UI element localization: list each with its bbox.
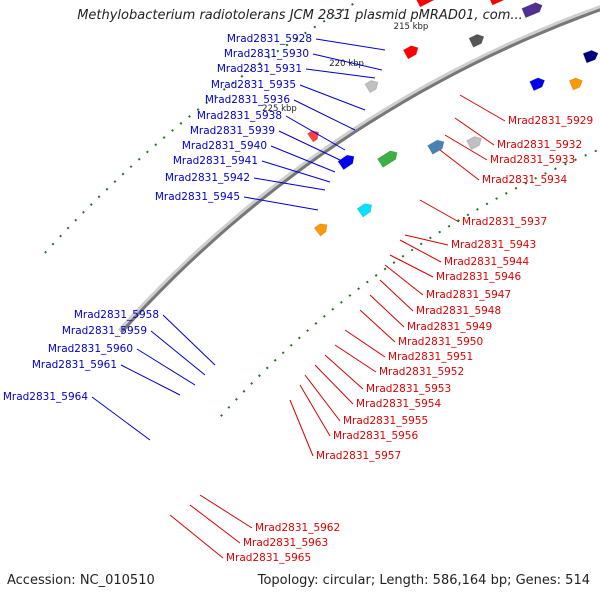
gene-label-forward[interactable]: Mrad2831_5938 [197, 110, 282, 122]
gene-label-forward[interactable]: Mrad2831_5931 [217, 63, 302, 75]
gene-label-reverse[interactable]: Mrad2831_5937 [462, 216, 547, 228]
leader-line [454, 117, 495, 146]
gene-label-reverse[interactable]: Mrad2831_5953 [366, 383, 451, 395]
gene-label-forward[interactable]: Mrad2831_5928 [227, 33, 312, 45]
gene-label-forward[interactable]: Mrad2831_5945 [155, 191, 240, 203]
leader-line [91, 396, 151, 441]
gene-arrow [521, 2, 543, 19]
leader-line [379, 279, 414, 312]
leader-line [444, 134, 488, 161]
gene-arrow [468, 33, 485, 48]
accession-text: Accession: NC_010510 [7, 573, 155, 588]
gene-label-reverse[interactable]: Mrad2831_5962 [255, 522, 340, 534]
gene-label-forward[interactable]: Mrad2831_5941 [173, 155, 258, 167]
gene-label-reverse[interactable]: Mrad2831_5952 [379, 366, 464, 378]
gene-arrow [402, 45, 419, 60]
gene-arrow [414, 0, 439, 8]
leader-line [261, 160, 331, 183]
leader-line [299, 384, 331, 437]
tick-label: 215 kbp [394, 22, 429, 32]
gene-label-reverse[interactable]: Mrad2831_5929 [508, 115, 593, 127]
leader-line [243, 196, 319, 211]
map-title: Methylobacterium radiotolerans JCM 2831 … [77, 8, 523, 23]
leader-line [270, 145, 336, 173]
gene-label-forward[interactable]: Mrad2831_5964 [3, 391, 88, 403]
gene-arrow [356, 203, 373, 218]
leader-line [120, 364, 181, 396]
leader-line [136, 348, 196, 386]
gene-label-forward[interactable]: Mrad2831_5959 [62, 325, 147, 337]
gene-label-forward[interactable]: Mrad2831_5935 [211, 79, 296, 91]
gene-label-reverse[interactable]: Mrad2831_5948 [416, 305, 501, 317]
tick-label: 220 kbp [329, 59, 364, 69]
leader-line [399, 239, 442, 263]
leader-line [289, 399, 314, 457]
gene-label-reverse[interactable]: Mrad2831_5950 [398, 336, 483, 348]
gene-label-reverse[interactable]: Mrad2831_5949 [407, 321, 492, 333]
gene-label-reverse[interactable]: Mrad2831_5944 [444, 256, 529, 268]
gene-label-forward[interactable]: Mrad2831_5961 [32, 359, 117, 371]
gene-label-reverse[interactable]: Mrad2831_5956 [333, 430, 418, 442]
leader-line [305, 68, 376, 79]
backbone-shadow [117, 5, 600, 333]
leader-line [359, 309, 396, 343]
gene-arrow [529, 77, 546, 92]
leader-line [199, 494, 253, 529]
gene-label-reverse[interactable]: Mrad2831_5957 [316, 450, 401, 462]
leader-line [324, 354, 364, 390]
gene-label-reverse[interactable]: Mrad2831_5963 [243, 537, 328, 549]
leader-line [344, 329, 386, 358]
gene-arrow [487, 0, 510, 6]
gene-arrow [582, 49, 599, 64]
leader-line [389, 254, 434, 278]
gene-label-forward[interactable]: Mrad2831_5939 [190, 125, 275, 137]
gene-label-reverse[interactable]: Mrad2831_5954 [356, 398, 441, 410]
gene-label-forward[interactable]: Mrad2831_5940 [182, 140, 267, 152]
leader-line [315, 38, 386, 51]
leader-line [312, 53, 383, 71]
gene-label-reverse[interactable]: Mrad2831_5947 [426, 289, 511, 301]
leader-line [459, 94, 506, 122]
leader-line [293, 99, 356, 131]
leader-line [334, 344, 377, 373]
gene-arrow [364, 79, 379, 94]
leader-line [189, 504, 241, 544]
leader-line [278, 130, 341, 161]
leader-line [419, 199, 460, 223]
leader-line [150, 330, 206, 376]
gene-arrow [376, 150, 398, 169]
gene-label-reverse[interactable]: Mrad2831_5933 [490, 154, 575, 166]
gene-label-forward[interactable]: Mrad2831_5958 [74, 309, 159, 321]
leader-line [299, 84, 366, 111]
leader-line [404, 234, 449, 246]
leader-line [285, 115, 346, 151]
leader-line [162, 314, 216, 366]
leader-line [439, 149, 480, 181]
gene-arrow [426, 139, 445, 155]
leader-line [369, 294, 405, 328]
leader-line [169, 514, 224, 559]
gene-label-forward[interactable]: Mrad2831_5930 [224, 48, 309, 60]
gene-label-reverse[interactable]: Mrad2831_5951 [388, 351, 473, 363]
gene-label-reverse[interactable]: Mrad2831_5934 [482, 174, 567, 186]
gene-label-forward[interactable]: Mrad2831_5942 [165, 172, 250, 184]
gene-arrow [337, 154, 355, 171]
leader-line [253, 177, 326, 191]
gene-arrow [313, 223, 328, 237]
gene-label-reverse[interactable]: Mrad2831_5946 [436, 271, 521, 283]
leader-line [304, 374, 341, 422]
gene-label-forward[interactable]: Mrad2831_5936 [205, 94, 290, 106]
topology-summary: Topology: circular; Length: 586,164 bp; … [257, 573, 590, 588]
gene-label-reverse[interactable]: Mrad2831_5943 [451, 239, 536, 251]
leader-line [384, 264, 424, 296]
gene-label-reverse[interactable]: Mrad2831_5932 [497, 139, 582, 151]
tick-label: 225 kbp [262, 104, 297, 114]
leader-line [314, 364, 354, 405]
gene-label-forward[interactable]: Mrad2831_5960 [48, 343, 133, 355]
gene-label-reverse[interactable]: Mrad2831_5955 [343, 415, 428, 427]
gene-arrow [568, 77, 584, 91]
gene-label-reverse[interactable]: Mrad2831_5965 [226, 552, 311, 564]
gene-arrow [465, 136, 482, 151]
